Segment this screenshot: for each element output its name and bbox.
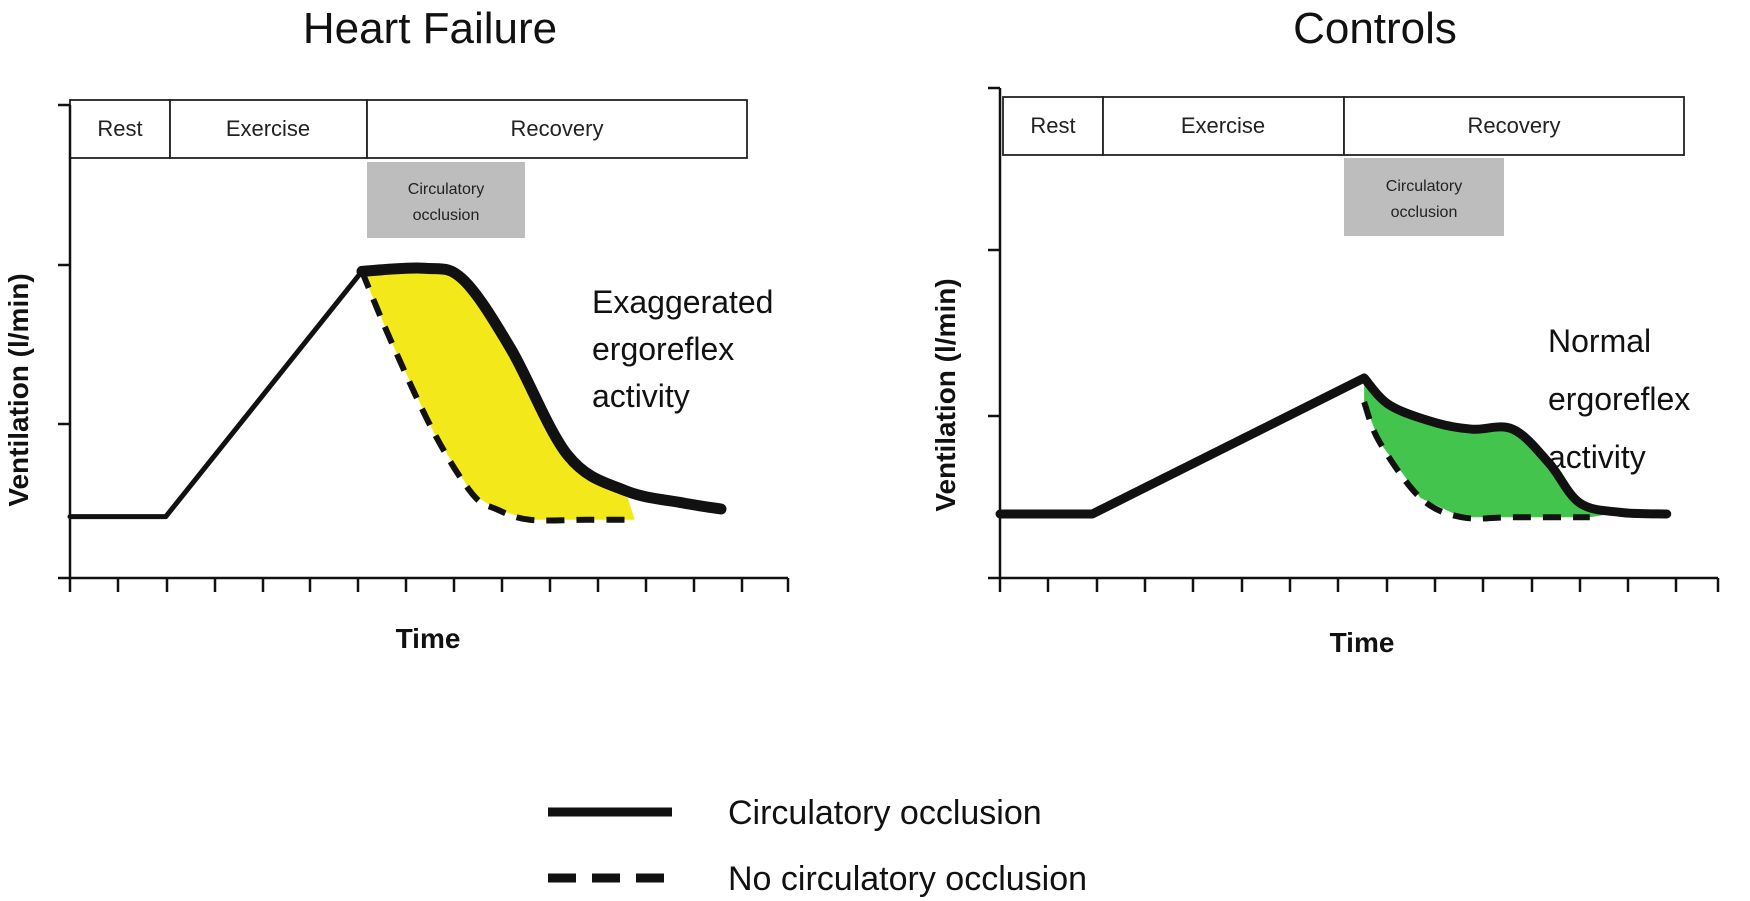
phase-box-recovery — [366, 99, 748, 159]
occlusion-box — [367, 162, 525, 238]
phase-label-recovery: Recovery — [1468, 113, 1561, 138]
annotation-line2: ergoreflex — [1548, 381, 1690, 417]
y-axis-label: Ventilation (l/min) — [3, 273, 34, 506]
ergoreflex-area — [1364, 378, 1621, 518]
annotation-line3: activity — [592, 378, 690, 414]
series-line-no-circulatory-occlusion — [1361, 400, 1590, 522]
occlusion-label-line2: occlusion — [413, 207, 480, 224]
phase-box-exercise — [1102, 96, 1345, 156]
series-line-circulatory-occlusion — [995, 373, 1672, 519]
annotation-line1: Normal — [1548, 323, 1651, 359]
legend: Circulatory occlusion No circulatory occ… — [548, 794, 1087, 898]
phase-label-exercise: Exercise — [1181, 113, 1265, 138]
occlusion-label-line2: occlusion — [1391, 204, 1458, 221]
phase-label-rest: Rest — [97, 116, 142, 141]
occlusion-label-line1: Circulatory — [408, 181, 484, 198]
annotation-line2: ergoreflex — [592, 331, 734, 367]
series-line-no-circulatory-occlusion — [359, 270, 635, 524]
phase-label-exercise: Exercise — [226, 116, 310, 141]
phase-label-rest: Rest — [1030, 113, 1075, 138]
annotation-line1: Exaggerated — [592, 284, 773, 320]
phase-box-exercise — [169, 99, 368, 159]
phase-box-recovery — [1343, 96, 1685, 156]
axis-ticks — [988, 86, 1720, 592]
series-group — [67, 262, 727, 524]
legend-label-no-occlusion: No circulatory occlusion — [728, 860, 1087, 898]
panel-title: Heart Failure — [303, 4, 557, 53]
x-axis-label: Time — [1330, 627, 1395, 658]
axis-ticks — [58, 103, 790, 592]
series-group — [995, 373, 1672, 522]
y-axis-label: Ventilation (l/min) — [930, 278, 961, 511]
phase-box-rest — [1002, 96, 1104, 156]
panel-title: Controls — [1293, 4, 1457, 53]
controls-panel: Controls Rest Exercise Recovery Circulat… — [930, 4, 1720, 658]
series-line-circulatory-occlusion-recovery — [356, 262, 727, 515]
heart-failure-panel: Heart Failure Rest Exercise Recovery Cir… — [3, 4, 790, 654]
phase-label-recovery: Recovery — [511, 116, 604, 141]
occlusion-label-line1: Circulatory — [1386, 178, 1462, 195]
occlusion-box — [1344, 158, 1504, 236]
x-axis-label: Time — [396, 623, 461, 654]
annotation-line3: activity — [1548, 439, 1646, 475]
legend-label-occlusion: Circulatory occlusion — [728, 794, 1042, 832]
